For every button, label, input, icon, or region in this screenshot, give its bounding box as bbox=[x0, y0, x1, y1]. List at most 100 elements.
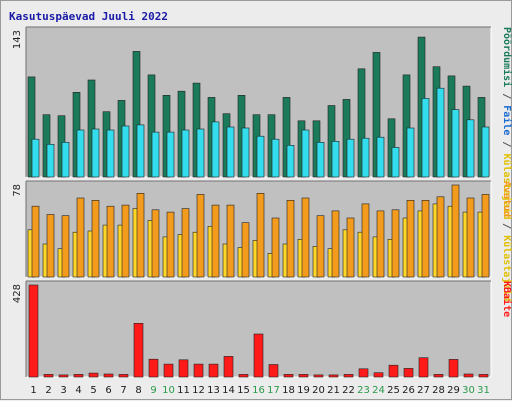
x-tick-label-day-19: 19 bbox=[297, 385, 310, 396]
bar-hits-day-14 bbox=[226, 204, 235, 278]
x-tick-label-day-10: 10 bbox=[162, 385, 175, 396]
bar-pages-day-11 bbox=[181, 129, 190, 178]
bar-hits-day-18 bbox=[286, 200, 295, 278]
right-legend-top: Pöördumisi / Faile / Külastajaid bbox=[501, 27, 512, 220]
bar-bytes-day-17 bbox=[268, 364, 279, 378]
bar-hits-day-12 bbox=[196, 194, 205, 278]
right-legend-bot: KBaite bbox=[501, 281, 512, 317]
bar-hits-day-6 bbox=[106, 205, 115, 278]
x-tick-label-day-11: 11 bbox=[177, 385, 190, 396]
bar-hits-day-31 bbox=[481, 194, 490, 278]
bar-hits-day-28 bbox=[436, 196, 445, 278]
bar-bytes-day-3 bbox=[58, 374, 69, 378]
panel-bot: 428 KBaite bbox=[12, 280, 512, 378]
x-tick-label-day-24: 24 bbox=[372, 385, 385, 396]
bar-pages-day-2 bbox=[46, 144, 55, 178]
bar-hits-day-5 bbox=[91, 200, 100, 278]
bar-pages-day-23 bbox=[361, 137, 370, 178]
bar-pages-day-7 bbox=[121, 125, 130, 178]
bar-hits-day-17 bbox=[271, 217, 280, 278]
bar-pages-day-29 bbox=[451, 109, 460, 178]
bar-bytes-day-23 bbox=[358, 368, 369, 378]
bar-bytes-day-6 bbox=[103, 373, 114, 378]
bar-bytes-day-12 bbox=[193, 363, 204, 378]
bar-bytes-day-8 bbox=[133, 322, 144, 378]
bar-visits-day-8 bbox=[132, 51, 141, 178]
bar-hits-day-1 bbox=[31, 205, 40, 278]
x-tick-label-day-12: 12 bbox=[192, 385, 205, 396]
right-legend-part: / bbox=[501, 217, 512, 235]
right-legend-part: Pöördumisi bbox=[501, 27, 512, 87]
bar-hits-day-26 bbox=[406, 200, 415, 278]
bar-bytes-day-20 bbox=[313, 374, 324, 378]
x-tick-label-day-31: 31 bbox=[477, 385, 490, 396]
bar-hits-day-23 bbox=[361, 203, 370, 278]
panel-mid: 78 Avatud / Külastajaid bbox=[12, 180, 512, 301]
x-tick-label-day-17: 17 bbox=[267, 385, 280, 396]
bar-pages-day-17 bbox=[271, 138, 280, 178]
y-axis-max-label: 143 bbox=[12, 30, 23, 49]
right-legend-part: KBaite bbox=[501, 281, 512, 317]
bar-visits-day-18 bbox=[282, 97, 291, 178]
bar-bytes-day-4 bbox=[73, 374, 84, 378]
bar-bytes-day-15 bbox=[238, 374, 249, 378]
right-legend-part: / bbox=[501, 135, 512, 153]
right-legend-mid: Avatud / Külastajaid bbox=[501, 181, 512, 301]
bar-pages-day-1 bbox=[31, 138, 40, 178]
x-axis-labels: 1 2 3 4 5 6 7 8 9 10 11 12 13 14 15 16 17 18 19 20 21 22 23 24 2… bbox=[30, 385, 490, 396]
bar-bytes-day-9 bbox=[148, 358, 159, 378]
y-axis-max-label: 428 bbox=[12, 284, 23, 303]
bar-visits-day-22 bbox=[342, 99, 351, 178]
bar-pages-day-6 bbox=[106, 129, 115, 178]
right-legend-part: Külastajaid bbox=[501, 235, 512, 301]
x-tick-label-day-14: 14 bbox=[222, 385, 235, 396]
right-legend-part: Avatud bbox=[501, 181, 512, 217]
bar-bytes-day-1 bbox=[28, 284, 39, 378]
right-legend-part: Külastajaid bbox=[501, 153, 512, 219]
x-tick-label-day-29: 29 bbox=[447, 385, 460, 396]
panel-top: 143 Pöördumisi / Faile / Külastajaid bbox=[12, 26, 512, 220]
bar-bytes-day-14 bbox=[223, 356, 234, 378]
bar-pages-day-9 bbox=[151, 131, 160, 178]
right-legend-part: / bbox=[501, 87, 512, 105]
bar-pages-day-18 bbox=[286, 145, 295, 178]
bar-pages-day-30 bbox=[466, 119, 475, 178]
bar-pages-day-20 bbox=[316, 142, 325, 178]
bar-hits-day-3 bbox=[61, 215, 70, 278]
x-tick-label-day-30: 30 bbox=[462, 385, 475, 396]
bar-hits-day-30 bbox=[466, 197, 475, 278]
bar-bytes-day-25 bbox=[388, 364, 399, 378]
chart-title: Kasutuspäevad Juuli 2022 bbox=[9, 10, 168, 23]
bar-hits-day-24 bbox=[376, 210, 385, 278]
bar-visits-day-23 bbox=[357, 68, 366, 178]
bar-bytes-day-16 bbox=[253, 333, 264, 378]
x-tick-label-day-20: 20 bbox=[312, 385, 325, 396]
x-tick-label-day-7: 7 bbox=[120, 385, 126, 396]
x-tick-label-day-28: 28 bbox=[432, 385, 445, 396]
y-axis-max-label: 78 bbox=[12, 184, 23, 197]
bar-bytes-day-26 bbox=[403, 368, 414, 378]
x-tick-label-day-9: 9 bbox=[150, 385, 156, 396]
bar-pages-day-3 bbox=[61, 142, 70, 178]
bar-hits-day-7 bbox=[121, 204, 130, 278]
bar-pages-day-27 bbox=[421, 98, 430, 178]
bar-pages-day-14 bbox=[226, 126, 235, 178]
bar-bytes-day-7 bbox=[118, 374, 129, 378]
bar-hits-day-10 bbox=[166, 211, 175, 278]
right-legend-part: Faile bbox=[501, 105, 512, 135]
x-tick-label-day-13: 13 bbox=[207, 385, 220, 396]
bar-visits-day-5 bbox=[87, 79, 96, 178]
bar-hits-day-27 bbox=[421, 200, 430, 278]
bar-pages-day-22 bbox=[346, 138, 355, 178]
bar-pages-day-24 bbox=[376, 136, 385, 178]
bar-pages-day-13 bbox=[211, 121, 220, 178]
x-tick-label-day-2: 2 bbox=[45, 385, 51, 396]
bar-pages-day-19 bbox=[301, 129, 310, 178]
x-tick-label-day-5: 5 bbox=[90, 385, 96, 396]
bar-visits-day-26 bbox=[402, 74, 411, 178]
bar-bytes-day-31 bbox=[478, 374, 489, 378]
bar-hits-day-9 bbox=[151, 209, 160, 278]
bar-bytes-day-19 bbox=[298, 374, 309, 378]
